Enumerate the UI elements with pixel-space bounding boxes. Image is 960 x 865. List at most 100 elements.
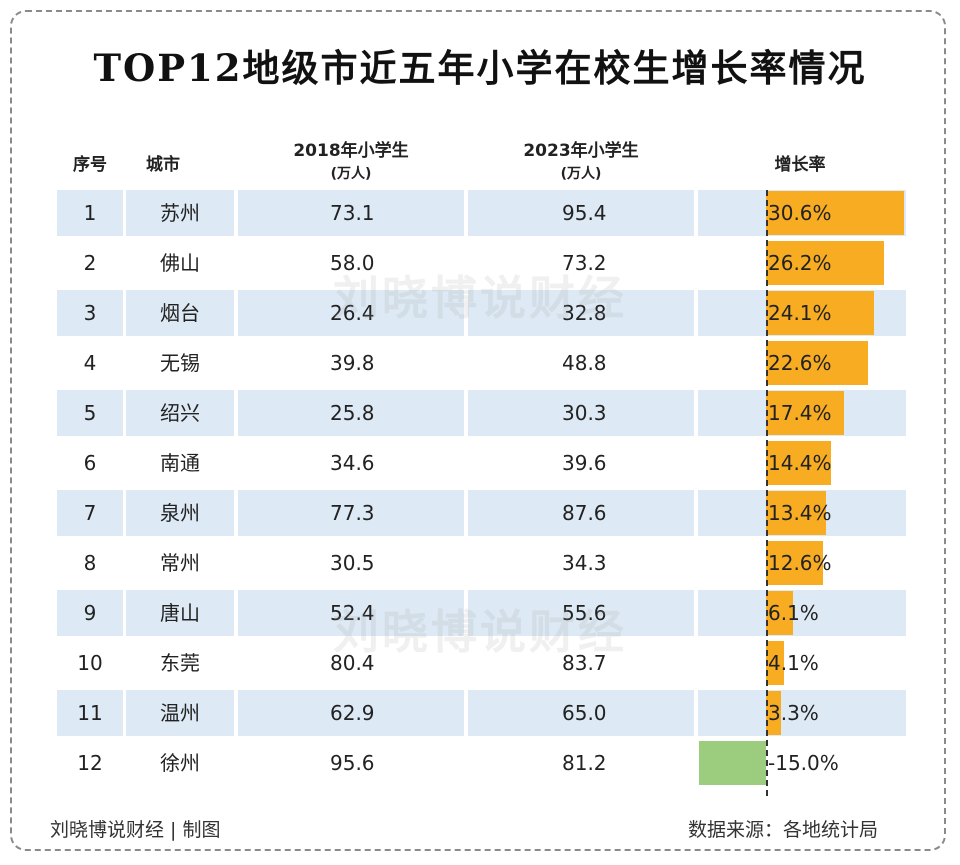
cell-city: 无锡 bbox=[126, 340, 234, 386]
chart-title: TOP12地级市近五年小学在校生增长率情况 bbox=[93, 46, 867, 90]
cell-2018-value-text: 25.8 bbox=[330, 401, 375, 425]
growth-bar bbox=[766, 541, 823, 585]
cell-index: 6 bbox=[57, 440, 123, 486]
table-row: 6 南通 34.6 39.6 14.4% bbox=[0, 440, 960, 490]
cell-2018-value: 80.4 bbox=[238, 640, 464, 686]
growth-label: -15.0% bbox=[768, 751, 839, 775]
cell-2023-value-text: 81.2 bbox=[562, 751, 607, 775]
cell-city-text: 常州 bbox=[160, 551, 200, 575]
cell-city: 东莞 bbox=[126, 640, 234, 686]
table-row: 4 无锡 39.8 48.8 22.6% bbox=[0, 340, 960, 390]
cell-2023-value-text: 48.8 bbox=[562, 351, 607, 375]
cell-2018-value: 52.4 bbox=[238, 590, 464, 636]
growth-label: 24.1% bbox=[768, 301, 832, 325]
cell-city: 徐州 bbox=[126, 740, 234, 786]
growth-label: 13.4% bbox=[768, 501, 832, 525]
header-2018-label: 2018年小学生 bbox=[293, 141, 409, 161]
cell-index-text: 6 bbox=[83, 451, 97, 475]
cell-city-text: 东莞 bbox=[160, 651, 200, 675]
cell-index: 10 bbox=[57, 640, 123, 686]
growth-bar bbox=[766, 441, 831, 485]
growth-bar bbox=[766, 491, 827, 535]
growth-bar bbox=[766, 641, 785, 685]
cell-index: 8 bbox=[57, 540, 123, 586]
cell-index-text: 11 bbox=[77, 701, 103, 725]
outer-dashed-frame bbox=[10, 10, 946, 851]
cell-2023-value: 65.0 bbox=[468, 690, 694, 736]
cell-city-text: 无锡 bbox=[160, 351, 200, 375]
cell-2023-value: 73.2 bbox=[468, 240, 694, 286]
cell-city-text: 徐州 bbox=[160, 751, 200, 775]
cell-2023-value: 95.4 bbox=[468, 190, 694, 236]
table-row: 1 苏州 73.1 95.4 30.6% bbox=[0, 190, 960, 240]
header-2023-label: 2023年小学生 bbox=[523, 141, 639, 161]
cell-growth-bg bbox=[698, 590, 906, 636]
cell-city-text: 唐山 bbox=[160, 601, 200, 625]
cell-index: 9 bbox=[57, 590, 123, 636]
cell-2023-value-text: 39.6 bbox=[562, 451, 607, 475]
cell-city: 烟台 bbox=[126, 290, 234, 336]
cell-city-text: 南通 bbox=[160, 451, 200, 475]
growth-bar bbox=[766, 341, 868, 385]
cell-2018-value: 62.9 bbox=[238, 690, 464, 736]
header-city: 城市 bbox=[146, 155, 180, 175]
cell-city-text: 温州 bbox=[160, 701, 200, 725]
header-growth: 增长率 bbox=[774, 155, 826, 175]
header-2018-unit: (万人) bbox=[330, 166, 372, 182]
growth-label: 30.6% bbox=[768, 201, 832, 225]
cell-2018-value: 30.5 bbox=[238, 540, 464, 586]
cell-2018-value-text: 95.6 bbox=[330, 751, 375, 775]
cell-2018-value-text: 52.4 bbox=[330, 601, 375, 625]
table-row: 10 东莞 80.4 83.7 4.1% bbox=[0, 640, 960, 690]
growth-bar bbox=[766, 691, 781, 735]
growth-label: 3.3% bbox=[768, 701, 819, 725]
cell-index: 11 bbox=[57, 690, 123, 736]
header-2018: 2018年小学生 (万人) bbox=[238, 136, 464, 183]
table-row: 8 常州 30.5 34.3 12.6% bbox=[0, 540, 960, 590]
cell-2023-value-text: 87.6 bbox=[562, 501, 607, 525]
cell-2018-value-text: 80.4 bbox=[330, 651, 375, 675]
cell-2018-value-text: 26.4 bbox=[330, 301, 375, 325]
growth-label: 12.6% bbox=[768, 551, 832, 575]
cell-2018-value: 25.8 bbox=[238, 390, 464, 436]
cell-index: 1 bbox=[57, 190, 123, 236]
cell-index-text: 1 bbox=[83, 201, 97, 225]
cell-2023-value-text: 55.6 bbox=[562, 601, 607, 625]
cell-index-text: 7 bbox=[83, 501, 97, 525]
cell-2018-value-text: 30.5 bbox=[330, 551, 375, 575]
cell-2023-value-text: 34.3 bbox=[562, 551, 607, 575]
cell-2023-value-text: 32.8 bbox=[562, 301, 607, 325]
cell-2023-value: 30.3 bbox=[468, 390, 694, 436]
cell-2018-value: 34.6 bbox=[238, 440, 464, 486]
cell-city: 苏州 bbox=[126, 190, 234, 236]
table-row: 11 温州 62.9 65.0 3.3% bbox=[0, 690, 960, 740]
cell-2018-value-text: 62.9 bbox=[330, 701, 375, 725]
cell-index: 4 bbox=[57, 340, 123, 386]
growth-bar bbox=[698, 741, 766, 785]
cell-index-text: 10 bbox=[77, 651, 103, 675]
table-row: 5 绍兴 25.8 30.3 17.4% bbox=[0, 390, 960, 440]
cell-2023-value-text: 30.3 bbox=[562, 401, 607, 425]
cell-city: 佛山 bbox=[126, 240, 234, 286]
header-index: 序号 bbox=[73, 155, 107, 175]
zero-baseline bbox=[766, 190, 768, 796]
growth-label: 26.2% bbox=[768, 251, 832, 275]
cell-2018-value: 77.3 bbox=[238, 490, 464, 536]
footer-credit: 刘晓博说财经 | 制图 bbox=[50, 819, 221, 841]
cell-index: 12 bbox=[57, 740, 123, 786]
cell-2023-value: 87.6 bbox=[468, 490, 694, 536]
cell-index-text: 4 bbox=[83, 351, 97, 375]
cell-index-text: 12 bbox=[77, 751, 103, 775]
header-2023: 2023年小学生 (万人) bbox=[468, 136, 694, 183]
cell-city: 泉州 bbox=[126, 490, 234, 536]
table-row: 9 唐山 52.4 55.6 6.1% bbox=[0, 590, 960, 640]
cell-index: 2 bbox=[57, 240, 123, 286]
cell-2023-value: 81.2 bbox=[468, 740, 694, 786]
header-2023-unit: (万人) bbox=[560, 166, 602, 182]
growth-label: 4.1% bbox=[768, 651, 819, 675]
cell-2018-value: 26.4 bbox=[238, 290, 464, 336]
growth-bar bbox=[766, 191, 904, 235]
cell-index-text: 9 bbox=[83, 601, 97, 625]
cell-index-text: 8 bbox=[83, 551, 97, 575]
cell-2023-value: 39.6 bbox=[468, 440, 694, 486]
